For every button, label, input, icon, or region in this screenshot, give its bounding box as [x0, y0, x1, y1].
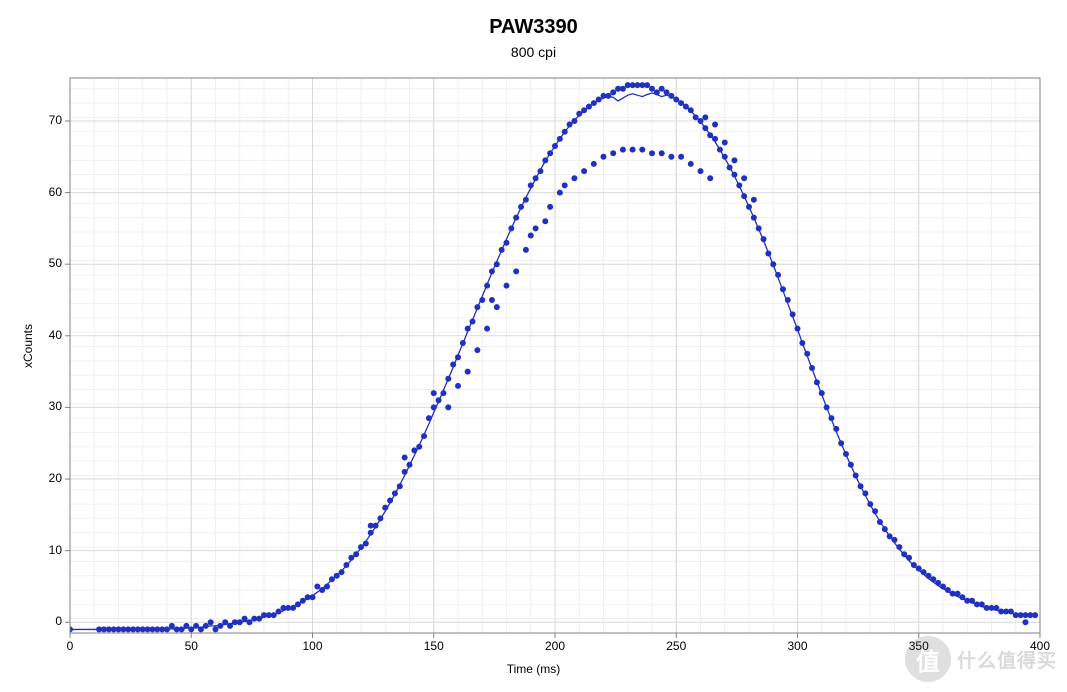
x-tick-label: 50	[176, 639, 206, 653]
x-tick-label: 0	[55, 639, 85, 653]
y-tick-label: 40	[49, 328, 62, 342]
y-tick-label: 50	[49, 256, 62, 270]
x-tick-label: 200	[540, 639, 570, 653]
x-tick-label: 400	[1025, 639, 1055, 653]
y-tick-label: 10	[49, 543, 62, 557]
y-tick-label: 70	[49, 113, 62, 127]
chart-container: PAW3390 800 cpi xCounts Time (ms) 050100…	[0, 0, 1067, 692]
x-tick-label: 150	[419, 639, 449, 653]
x-tick-label: 100	[298, 639, 328, 653]
x-tick-label: 350	[904, 639, 934, 653]
x-tick-label: 300	[783, 639, 813, 653]
y-tick-label: 0	[55, 614, 62, 628]
y-tick-label: 60	[49, 185, 62, 199]
y-tick-label: 30	[49, 399, 62, 413]
y-tick-label: 20	[49, 471, 62, 485]
x-tick-label: 250	[661, 639, 691, 653]
plot-svg	[0, 0, 1067, 692]
